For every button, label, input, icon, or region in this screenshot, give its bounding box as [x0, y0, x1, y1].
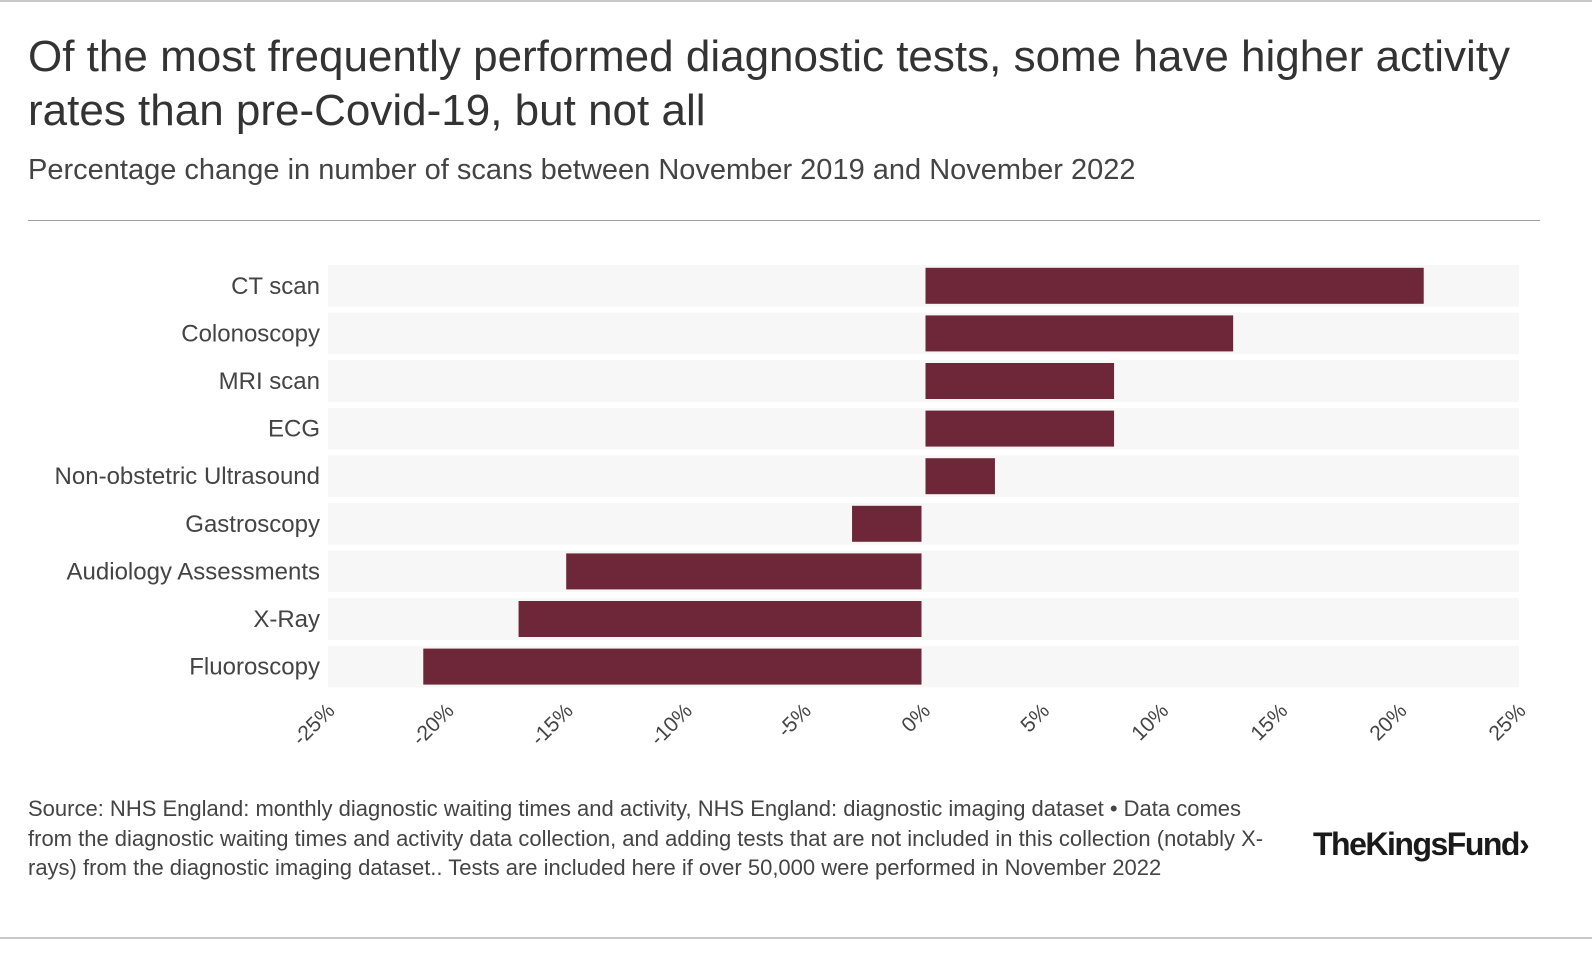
category-label: CT scan	[231, 273, 320, 300]
x-tick-label: -15%	[527, 699, 578, 750]
bar	[566, 553, 922, 590]
category-label: X-Ray	[253, 606, 320, 633]
chart-title: Of the most frequently performed diagnos…	[28, 32, 1511, 135]
bar	[925, 410, 1115, 447]
row-band	[328, 598, 1519, 640]
bar	[423, 648, 922, 685]
category-label: ECG	[268, 416, 320, 443]
x-tick-label: 15%	[1246, 699, 1292, 745]
bar	[925, 458, 995, 495]
category-label: Non-obstetric Ultrasound	[55, 463, 320, 490]
category-label: Audiology Assessments	[67, 558, 320, 585]
x-tick-label: -25%	[289, 699, 340, 750]
chart-subtitle: Percentage change in number of scans bet…	[28, 154, 1136, 186]
x-tick-label: 5%	[1016, 699, 1054, 737]
category-label: Fluoroscopy	[189, 654, 320, 681]
row-band	[328, 550, 1519, 593]
top-border	[0, 0, 1592, 2]
x-tick-label: -10%	[646, 699, 697, 750]
x-tick-label: -20%	[408, 699, 459, 750]
row-band	[328, 312, 1519, 355]
source-note: Source: NHS England: monthly diagnostic …	[28, 796, 1264, 880]
header-divider	[28, 220, 1540, 221]
bar	[518, 601, 922, 637]
kings-fund-logo: TheKingsFund›	[1313, 826, 1530, 862]
x-tick-label: 0%	[897, 699, 935, 737]
x-tick-label: 20%	[1365, 699, 1411, 745]
bar	[925, 363, 1115, 399]
row-band	[328, 360, 1519, 402]
bottom-border	[0, 937, 1592, 939]
x-tick-label: 25%	[1485, 699, 1531, 745]
bar	[925, 315, 1234, 352]
category-label: Gastroscopy	[185, 511, 320, 538]
bar-chart: CT scan Colonoscopy MRI scan ECG Non-obstetr…	[54, 267, 1531, 751]
bar	[925, 267, 1424, 304]
row-band	[328, 407, 1519, 450]
row-band	[328, 455, 1519, 497]
x-tick-label: -5%	[773, 699, 816, 742]
bar	[852, 505, 922, 542]
category-label: MRI scan	[219, 368, 320, 395]
category-label: Colonoscopy	[181, 320, 320, 347]
x-tick-label: 10%	[1127, 699, 1173, 745]
row-band	[328, 503, 1519, 545]
